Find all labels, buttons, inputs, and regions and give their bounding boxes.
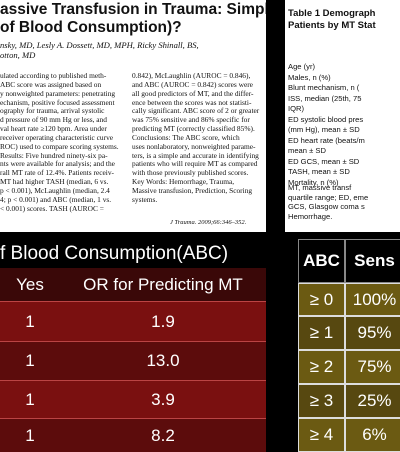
table-cell: ≥ 1 [298, 316, 345, 350]
text-line: ulated according to published meth- [0, 71, 107, 80]
text-line: MT had higher TASH (median, 6 vs. [0, 177, 109, 187]
footnote-line: GCS, Glasgow coma s [288, 202, 365, 211]
table-rows: Age (yr) Males, n (%) Blunt mechanism, n (… [288, 62, 365, 188]
table-cell: 6% [345, 418, 400, 452]
table-cell: 75% [345, 350, 400, 384]
text-line: ters, is a simple and accurate in identi… [132, 150, 259, 160]
text-line: with those previously published scores. [132, 168, 249, 178]
row-label: ED systolic blood pres [288, 114, 364, 124]
text-line: all good predictors of MT, and the diffe… [132, 88, 254, 98]
text-line: 0.842), McLaughlin (AUROC = 0.846), [132, 71, 251, 80]
table-footnote: MT, massive transf quartile range; ED, em… [288, 183, 368, 221]
abstract-left: ulated according to published meth- ABC s… [0, 71, 119, 214]
text-line: receiver operating characteristic curve [0, 132, 114, 142]
text-line: and ABC (AUROC = 0.842) scores were [132, 79, 253, 89]
text-line: rall MT rate of 12.4%. Patients receiv- [0, 168, 114, 178]
footnote-line: Hemorrhage. [288, 211, 333, 221]
table-cell: 13.0 [60, 341, 266, 380]
title-line: of Blood Consumption)? [0, 19, 182, 36]
table-cell: 1 [0, 341, 60, 380]
title-line: Table 1 Demograph [288, 8, 376, 19]
table-cell: 95% [345, 316, 400, 350]
row-label: (mm Hg), mean ± SD [288, 125, 360, 134]
row-label: ISS, median (25th, 75 [288, 93, 362, 103]
text-line: Conclusions: The ABC score, which [132, 132, 240, 142]
header-cell: OR for Predicting MT [60, 268, 266, 301]
text-line: was 75% sensitive and 86% specific for [132, 115, 250, 125]
header-cell: Sens [345, 239, 400, 283]
table-cell: 1 [0, 301, 60, 341]
table-cell: ≥ 2 [298, 350, 345, 384]
paper-excerpt: assive Transfusion in Trauma: Simple of B… [0, 0, 266, 232]
table-cell: 8.2 [60, 418, 266, 452]
text-line: ABC score was assigned based on [0, 79, 102, 89]
row-label: Age (yr) [288, 62, 316, 71]
text-line: patients who will require MT as compared [132, 159, 258, 169]
row-label: ED GCS, mean ± SD [288, 156, 360, 166]
title-line: assive Transfusion in Trauma: Simple [0, 1, 266, 18]
table-cell: 3.9 [60, 380, 266, 418]
row-label: Blunt mechanism, n ( [288, 83, 360, 92]
text-line: uses nonlaboratory, nonweighted parame- [132, 141, 256, 151]
text-line: Key Words: Hemorrhage, Trauma, [132, 177, 235, 187]
slide-title: f Blood Consumption(ABC) [0, 243, 229, 264]
text-line: 4; p < 0.001) and ABC (median, 1 vs. [0, 194, 112, 204]
row-label: TASH, mean ± SD [288, 167, 350, 176]
paper-authors: nsky, MD, Lesly A. Dossett, MD, MPH, Ric… [0, 40, 199, 60]
text-line: Massive transfusion, Prediction, Scoring [132, 185, 253, 195]
author-line: nsky, MD, Lesly A. Dossett, MD, MPH, Ric… [0, 40, 199, 50]
row-label: Males, n (%) [288, 72, 331, 82]
header-cell: ABC [298, 239, 345, 283]
text-line: predicting MT (correctly classified 85%)… [132, 124, 255, 134]
text-line: p < 0.001), McLaughlin (median, 2.4 [0, 185, 110, 195]
text-line: systems. [132, 194, 158, 204]
text-line: Results: Five hundred ninety-six pa- [0, 150, 108, 160]
table-cell: 1.9 [60, 301, 266, 341]
paper-title: assive Transfusion in Trauma: Simple of B… [0, 1, 266, 37]
table-cell: 25% [345, 384, 400, 418]
table-title: Table 1 Demograph Patients by MT Stat [288, 8, 376, 32]
text-line: val heart rate ≥120 bpm. Area under [0, 124, 107, 134]
title-line: Patients by MT Stat [288, 20, 376, 31]
text-line: < 0.001) scores. TASH (AUROC = [0, 203, 104, 213]
author-line: otton, MD [0, 50, 36, 60]
row-label: Mortality, n (%) [288, 177, 339, 187]
text-line: cally significant. ABC score of 2 or gre… [132, 106, 260, 116]
footnote-line: quartile range; ED, eme [288, 192, 369, 202]
table-cell: ≥ 4 [298, 418, 345, 452]
row-label: IQR) [288, 104, 305, 113]
table-cell: 1 [0, 380, 60, 418]
text-line: ography for trauma, arrival systolic [0, 106, 105, 116]
header-cell: Yes [0, 268, 60, 301]
text-line: echanism, positive focused assessment [0, 97, 115, 107]
row-label: ED heart rate (beats/m [288, 135, 365, 145]
table-cell: ≥ 3 [298, 384, 345, 418]
text-line: nts were available for analysis; and the [0, 159, 115, 169]
table-cell: ≥ 0 [298, 283, 345, 316]
table-cell: 1 [0, 418, 60, 452]
text-line: d pressure of 90 mm Hg or less, and [0, 115, 107, 125]
text-line: ROC) used to compare scoring systems. [0, 141, 119, 151]
table-cell: 100% [345, 283, 400, 316]
footnote-line: MT, massive transf [288, 183, 352, 192]
text-line: y nonweighted parameters: penetrating [0, 88, 116, 98]
table-excerpt: Table 1 Demograph Patients by MT Stat Age… [285, 0, 400, 232]
abstract-right: 0.842), McLaughlin (AUROC = 0.846), and A… [132, 71, 260, 205]
row-label: mean ± SD [288, 146, 326, 155]
citation: J Trauma. 2009;66:346–352. [170, 219, 247, 226]
text-line: ence between the scores was not statisti… [132, 97, 252, 107]
